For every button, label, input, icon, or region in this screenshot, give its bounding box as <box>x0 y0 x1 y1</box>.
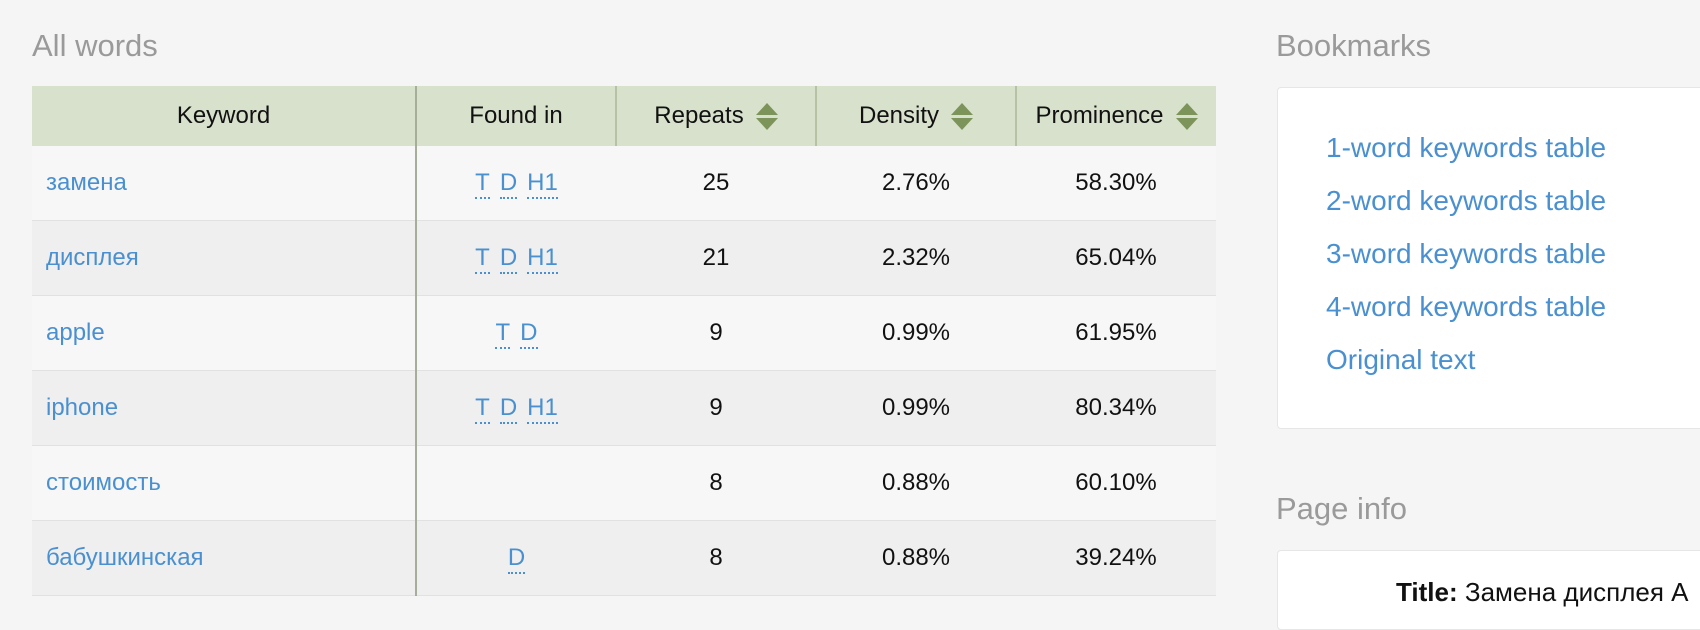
table-header-row: Keyword Found in Repeats Density Promin <box>32 86 1216 146</box>
density-cell: 0.88% <box>816 520 1016 596</box>
prominence-cell: 58.30% <box>1016 146 1216 221</box>
keyword-link[interactable]: бабушкинская <box>46 544 204 571</box>
keyword-cell: apple <box>32 295 417 371</box>
found-in-tag[interactable]: H1 <box>527 394 558 424</box>
found-in-cell: T D H1 <box>416 370 616 446</box>
table-body: замена T D H1 25 2.76% 58.30% дисплея T D H1 21 2.32… <box>32 146 1216 596</box>
density-cell: 2.76% <box>816 146 1016 221</box>
found-in-tag[interactable]: T <box>475 244 490 274</box>
bookmark-link[interactable]: 2-word keywords table <box>1326 185 1607 216</box>
column-header-label: Prominence <box>1035 102 1164 129</box>
bookmark-item: Original text <box>1326 344 1606 397</box>
prominence-cell: 80.34% <box>1016 370 1216 446</box>
page-info-title: Page info <box>1276 491 1407 526</box>
found-in-tag[interactable]: T <box>475 394 490 424</box>
keyword-link[interactable]: дисплея <box>46 244 139 271</box>
found-in-tag[interactable]: T <box>495 319 511 349</box>
page-info-title-value: Замена дисплея А <box>1464 577 1689 607</box>
bookmarks-title: Bookmarks <box>1276 28 1432 63</box>
sort-updown-icon[interactable] <box>951 102 974 130</box>
repeats-cell: 25 <box>616 146 816 221</box>
page-info-panel: Title: Замена дисплея А <box>1277 550 1700 630</box>
keyword-link[interactable]: iphone <box>46 394 119 421</box>
repeats-cell: 8 <box>616 520 816 596</box>
table-row: бабушкинская D 8 0.88% 39.24% <box>32 520 1216 596</box>
keyword-link[interactable]: apple <box>46 319 105 346</box>
keyword-link[interactable]: стоимость <box>46 469 161 496</box>
sort-updown-icon[interactable] <box>755 102 778 130</box>
found-in-tag[interactable]: D <box>499 394 518 424</box>
density-cell: 0.99% <box>816 295 1016 371</box>
column-header-keyword: Keyword <box>32 86 417 146</box>
found-in-tag[interactable]: D <box>507 544 526 574</box>
all-words-title: All words <box>32 28 158 63</box>
keyword-cell: iphone <box>32 370 417 446</box>
bookmarks-panel: 1-word keywords table 2-word keywords tab… <box>1277 87 1700 429</box>
column-header-label: Found in <box>469 102 563 129</box>
table-row: iphone T D H1 9 0.99% 80.34% <box>32 370 1216 446</box>
column-header-label: Repeats <box>654 102 744 129</box>
table-row: замена T D H1 25 2.76% 58.30% <box>32 146 1216 221</box>
repeats-cell: 8 <box>616 445 816 521</box>
bookmark-item: 4-word keywords table <box>1326 291 1606 344</box>
found-in-tag[interactable]: D <box>499 244 518 274</box>
density-cell: 0.88% <box>816 445 1016 521</box>
column-header-prominence[interactable]: Prominence <box>1015 86 1216 146</box>
sort-updown-icon[interactable] <box>1175 102 1198 130</box>
prominence-cell: 60.10% <box>1016 445 1216 521</box>
keyword-cell: бабушкинская <box>32 520 417 596</box>
bookmark-link[interactable]: 3-word keywords table <box>1326 238 1607 269</box>
column-header-label: Keyword <box>176 102 271 129</box>
prominence-cell: 61.95% <box>1016 295 1216 371</box>
column-header-density[interactable]: Density <box>815 86 1016 146</box>
keyword-cell: стоимость <box>32 445 417 521</box>
found-in-cell: T D H1 <box>416 146 616 221</box>
bookmark-link[interactable]: 4-word keywords table <box>1326 291 1607 322</box>
prominence-cell: 65.04% <box>1016 220 1216 296</box>
keywords-table: Keyword Found in Repeats Density Promin <box>32 86 1216 596</box>
table-row: стоимость 8 0.88% 60.10% <box>32 445 1216 521</box>
found-in-tag[interactable]: H1 <box>527 244 558 274</box>
column-header-found-in: Found in <box>415 86 616 146</box>
found-in-cell: T D H1 <box>416 220 616 296</box>
found-in-cell <box>416 445 616 521</box>
found-in-tag[interactable]: D <box>499 169 518 199</box>
prominence-cell: 39.24% <box>1016 520 1216 596</box>
keyword-link[interactable]: замена <box>46 169 127 196</box>
repeats-cell: 9 <box>616 295 816 371</box>
found-in-tag[interactable]: H1 <box>527 169 558 199</box>
page-info-title-label: Title: <box>1396 577 1458 607</box>
bookmark-item: 3-word keywords table <box>1326 238 1606 291</box>
repeats-cell: 9 <box>616 370 816 446</box>
table-row: дисплея T D H1 21 2.32% 65.04% <box>32 220 1216 296</box>
column-header-repeats[interactable]: Repeats <box>615 86 816 146</box>
bookmark-item: 2-word keywords table <box>1326 185 1606 238</box>
found-in-cell: D <box>416 520 616 596</box>
found-in-tag[interactable]: D <box>520 319 538 349</box>
page-info-title-row: Title: Замена дисплея А <box>1396 577 1688 608</box>
bookmark-link[interactable]: 1-word keywords table <box>1326 132 1607 163</box>
table-row: apple T D 9 0.99% 61.95% <box>32 295 1216 371</box>
found-in-tag[interactable]: T <box>475 169 490 199</box>
column-header-label: Density <box>858 102 940 129</box>
density-cell: 2.32% <box>816 220 1016 296</box>
bookmark-link[interactable]: Original text <box>1326 344 1476 375</box>
keyword-cell: замена <box>32 146 417 221</box>
keyword-cell: дисплея <box>32 220 417 296</box>
bookmark-item: 1-word keywords table <box>1326 132 1606 185</box>
repeats-cell: 21 <box>616 220 816 296</box>
density-cell: 0.99% <box>816 370 1016 446</box>
bookmarks-list: 1-word keywords table 2-word keywords tab… <box>1326 132 1606 397</box>
